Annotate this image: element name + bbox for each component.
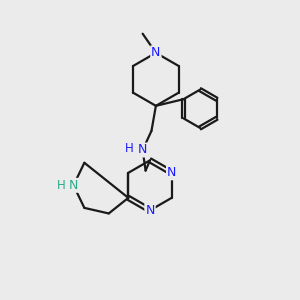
Text: H: H	[125, 142, 134, 155]
Text: N: N	[138, 143, 147, 157]
Text: N: N	[151, 46, 160, 59]
Text: H: H	[57, 179, 65, 192]
Text: N: N	[69, 179, 78, 192]
Text: N: N	[145, 204, 155, 217]
Text: N: N	[167, 166, 176, 179]
